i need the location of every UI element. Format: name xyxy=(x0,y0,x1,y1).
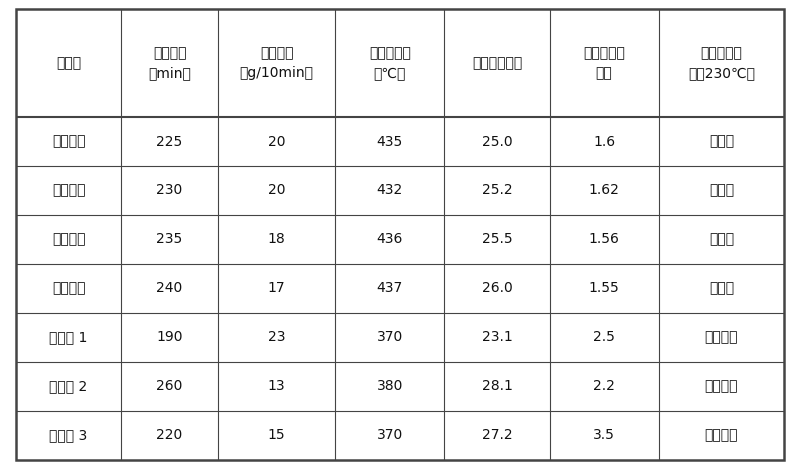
Text: 370: 370 xyxy=(377,428,403,442)
Text: 240: 240 xyxy=(157,281,182,295)
Text: 1.55: 1.55 xyxy=(589,281,619,295)
Text: 色差严重: 色差严重 xyxy=(705,379,738,393)
Text: 18: 18 xyxy=(268,233,286,246)
Text: 3.5: 3.5 xyxy=(593,428,615,442)
Text: 437: 437 xyxy=(377,281,403,295)
Text: 235: 235 xyxy=(157,233,182,246)
Text: 实验号: 实验号 xyxy=(56,56,81,70)
Text: 260: 260 xyxy=(157,379,182,393)
Text: 370: 370 xyxy=(377,330,403,344)
Text: 无变化: 无变化 xyxy=(709,183,734,197)
Text: 380: 380 xyxy=(377,379,403,393)
Text: 23.1: 23.1 xyxy=(482,330,512,344)
Text: 分子量（万）: 分子量（万） xyxy=(472,56,522,70)
Text: 色差严重: 色差严重 xyxy=(705,428,738,442)
Text: 25.0: 25.0 xyxy=(482,135,512,149)
Text: 分子量分布
系数: 分子量分布 系数 xyxy=(583,46,625,80)
Text: 实施例四: 实施例四 xyxy=(52,281,86,295)
Text: 230: 230 xyxy=(157,183,182,197)
Text: 27.2: 27.2 xyxy=(482,428,512,442)
Text: 2.5: 2.5 xyxy=(593,330,615,344)
Text: 无变化: 无变化 xyxy=(709,135,734,149)
Text: 1.6: 1.6 xyxy=(593,135,615,149)
Text: 无变化: 无变化 xyxy=(709,233,734,246)
Text: 190: 190 xyxy=(156,330,183,344)
Text: 26.0: 26.0 xyxy=(482,281,512,295)
Text: 13: 13 xyxy=(268,379,286,393)
Text: 1.56: 1.56 xyxy=(589,233,619,246)
Text: 实施例二: 实施例二 xyxy=(52,183,86,197)
Text: 15: 15 xyxy=(268,428,286,442)
Text: 225: 225 xyxy=(157,135,182,149)
Text: 热分解温度
（℃）: 热分解温度 （℃） xyxy=(369,46,411,80)
Text: 20: 20 xyxy=(268,135,286,149)
Text: 比较例 2: 比较例 2 xyxy=(50,379,88,393)
Text: 436: 436 xyxy=(377,233,403,246)
Text: 435: 435 xyxy=(377,135,403,149)
Text: 比较例 1: 比较例 1 xyxy=(50,330,88,344)
Text: 23: 23 xyxy=(268,330,286,344)
Text: 无变化: 无变化 xyxy=(709,281,734,295)
Text: 反应时间
（min）: 反应时间 （min） xyxy=(148,46,191,80)
Text: 20: 20 xyxy=(268,183,286,197)
Text: 比较例 3: 比较例 3 xyxy=(50,428,88,442)
Text: 耐高温黄变
性（230℃）: 耐高温黄变 性（230℃） xyxy=(688,46,755,80)
Text: 色差严重: 色差严重 xyxy=(705,330,738,344)
Text: 220: 220 xyxy=(157,428,182,442)
Text: 25.5: 25.5 xyxy=(482,233,512,246)
Text: 实施例三: 实施例三 xyxy=(52,233,86,246)
Text: 25.2: 25.2 xyxy=(482,183,512,197)
Text: 432: 432 xyxy=(377,183,403,197)
Text: 17: 17 xyxy=(268,281,286,295)
Text: 实施例一: 实施例一 xyxy=(52,135,86,149)
Text: 熔融指数
（g/10min）: 熔融指数 （g/10min） xyxy=(240,46,314,80)
Text: 1.62: 1.62 xyxy=(589,183,619,197)
Text: 28.1: 28.1 xyxy=(482,379,513,393)
Text: 2.2: 2.2 xyxy=(593,379,615,393)
